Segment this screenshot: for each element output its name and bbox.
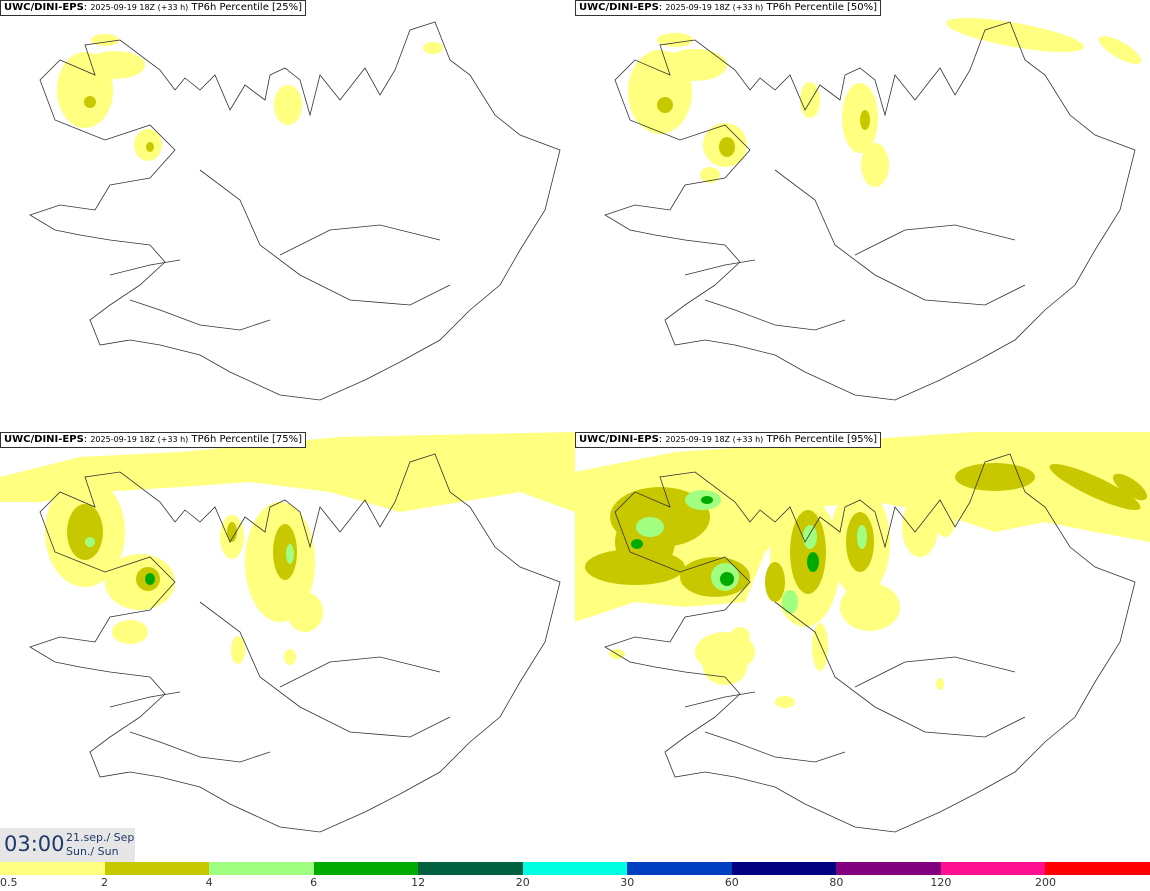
colorbar-swatch xyxy=(0,862,105,875)
precip-field xyxy=(57,34,443,161)
colorbar-swatch xyxy=(522,862,628,875)
map-canvas xyxy=(575,432,1150,833)
iceland-outline xyxy=(604,21,1136,401)
colorbar-swatch xyxy=(313,862,419,875)
colorbar-swatch xyxy=(836,862,941,875)
colorbar-swatch xyxy=(940,862,1046,875)
colorbar-label: 20 xyxy=(515,876,530,889)
colorbar-swatch xyxy=(731,862,837,875)
colorbar-label: 200 xyxy=(1034,876,1056,889)
colorbar-legend: 0.5 2 4 6 12 20 30 60 80 120 200 xyxy=(0,862,1150,891)
precip-field xyxy=(0,432,575,665)
panel-title: UWC/DINI-EPS: 2025-09-19 18Z (+33 h) TP6… xyxy=(575,0,882,16)
colorbar-label: 6 xyxy=(310,876,318,889)
iceland-outline xyxy=(29,453,561,833)
colorbar-label: 4 xyxy=(205,876,213,889)
colorbar-label: 120 xyxy=(930,876,952,889)
valid-date-line1: 21.sep./ Sep xyxy=(66,831,135,844)
colorbar-labels: 0.5 2 4 6 12 20 30 60 80 120 200 xyxy=(0,876,1150,890)
colorbar-label: 80 xyxy=(829,876,844,889)
colorbar-swatch xyxy=(104,862,210,875)
colorbar-swatches xyxy=(0,862,1150,875)
valid-date: 21.sep./ Sep Sun./ Sun xyxy=(66,831,134,859)
valid-time: 03:00 xyxy=(4,832,65,856)
panel-title: UWC/DINI-EPS: 2025-09-19 18Z (+33 h) TP6… xyxy=(0,0,307,16)
panel-title: UWC/DINI-EPS: 2025-09-19 18Z (+33 h) TP6… xyxy=(0,432,307,448)
colorbar-swatch xyxy=(627,862,732,875)
precip-field xyxy=(575,432,1150,708)
map-panel-p75: UWC/DINI-EPS: 2025-09-19 18Z (+33 h) TP6… xyxy=(0,432,575,864)
colorbar-swatch xyxy=(1045,862,1150,875)
map-canvas xyxy=(29,21,561,401)
colorbar-label: 12 xyxy=(411,876,426,889)
valid-date-line2: Sun./ Sun xyxy=(66,845,119,858)
valid-time-box: 03:00 21.sep./ Sep Sun./ Sun xyxy=(0,828,135,862)
colorbar-label: 0.5 xyxy=(0,876,18,889)
iceland-outline xyxy=(604,453,1136,833)
precip-field xyxy=(628,18,1142,187)
iceland-outline xyxy=(29,21,561,401)
map-panel-p50: UWC/DINI-EPS: 2025-09-19 18Z (+33 h) TP6… xyxy=(575,0,1150,432)
map-panel-p25: UWC/DINI-EPS: 2025-09-19 18Z (+33 h) TP6… xyxy=(0,0,575,432)
colorbar-swatch xyxy=(209,862,314,875)
colorbar-label: 30 xyxy=(620,876,635,889)
map-canvas xyxy=(604,18,1142,401)
colorbar-label: 60 xyxy=(724,876,739,889)
map-panel-p95: UWC/DINI-EPS: 2025-09-19 18Z (+33 h) TP6… xyxy=(575,432,1150,864)
panel-title: UWC/DINI-EPS: 2025-09-19 18Z (+33 h) TP6… xyxy=(575,432,882,448)
colorbar-swatch xyxy=(418,862,523,875)
colorbar-label: 2 xyxy=(101,876,109,889)
map-canvas xyxy=(0,432,575,833)
